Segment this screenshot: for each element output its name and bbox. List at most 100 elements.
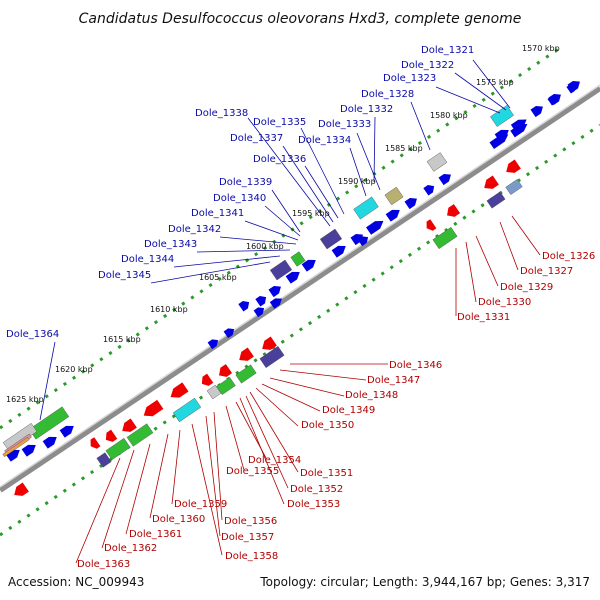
leader-line [410, 101, 431, 151]
gene-arrow [21, 444, 36, 457]
gene-arrow [269, 298, 282, 309]
gene-arrow [426, 219, 437, 231]
leader-line [499, 221, 519, 271]
gene-label[interactable]: Dole_1351 [300, 468, 353, 479]
gene-label[interactable]: Dole_1323 [383, 73, 436, 84]
gene-label[interactable]: Dole_1349 [322, 405, 375, 416]
gene-label[interactable]: Dole_1333 [318, 119, 371, 130]
genome-summary-text: Topology: circular; Length: 3,944,167 bp… [259, 575, 590, 589]
gene-label[interactable]: Dole_1353 [287, 499, 340, 510]
gene-label[interactable]: Dole_1337 [230, 133, 283, 144]
tick-label: 1595 kbp [292, 209, 330, 218]
leader-line [245, 395, 289, 489]
gene-arrow [447, 204, 461, 217]
cog-block [319, 228, 343, 250]
leader-line [269, 377, 345, 397]
gene-label[interactable]: Dole_1321 [421, 45, 474, 56]
gene-arrow [566, 84, 576, 94]
leader-line [247, 117, 331, 227]
gene-label[interactable]: Dole_1348 [345, 390, 398, 401]
leader-line [196, 249, 291, 253]
cog-block [353, 196, 379, 220]
leader-line [435, 86, 501, 114]
gene-label[interactable]: Dole_1364 [6, 329, 59, 340]
gene-label[interactable]: Dole_1338 [195, 108, 248, 119]
gene-label[interactable]: Dole_1344 [121, 254, 174, 265]
gene-label[interactable]: Dole_1328 [361, 89, 414, 100]
gene-arrow [262, 336, 277, 350]
gene-label[interactable]: Dole_1340 [213, 193, 266, 204]
cog-block [426, 152, 448, 172]
gene-arrow [489, 134, 509, 149]
gene-arrow [14, 482, 29, 496]
cog-block [486, 191, 506, 209]
cog-block [126, 423, 154, 447]
leader-line [249, 391, 299, 473]
leader-line [356, 132, 381, 191]
gene-label[interactable]: Dole_1354 [248, 455, 301, 466]
leader-line [279, 369, 367, 381]
tick-label: 1600 kbp [246, 242, 284, 251]
tick-label: 1625 kbp [6, 395, 44, 404]
gene-arrow [255, 296, 267, 307]
gene-label[interactable]: Dole_1360 [152, 514, 205, 525]
gene-label[interactable]: Dole_1345 [98, 270, 151, 281]
gene-label[interactable]: Dole_1363 [77, 559, 130, 570]
label-leader-lines [39, 59, 541, 564]
gene-label[interactable]: Dole_1361 [129, 529, 182, 540]
gene-arrow [59, 425, 74, 438]
gene-label[interactable]: Dole_1355 [226, 466, 279, 477]
gene-label[interactable]: Dole_1332 [340, 104, 393, 115]
gene-label[interactable]: Dole_1329 [500, 282, 553, 293]
gene-label[interactable]: Dole_1342 [168, 224, 221, 235]
gene-label[interactable]: Dole_1358 [225, 551, 278, 562]
gene-label[interactable]: Dole_1357 [221, 532, 274, 543]
leader-line [235, 401, 267, 459]
gene-label[interactable]: Dole_1352 [290, 484, 343, 495]
leader-line [39, 341, 56, 421]
gene-label[interactable]: Dole_1350 [301, 420, 354, 431]
gene-label[interactable]: Dole_1343 [144, 239, 197, 250]
gene-label[interactable]: Dole_1322 [401, 60, 454, 71]
gene-label[interactable]: Dole_1362 [104, 543, 157, 554]
gene-arrow [506, 159, 521, 173]
gene-label[interactable]: Dole_1359 [174, 499, 227, 510]
genome-backbone [0, 85, 600, 493]
gene-label[interactable]: Dole_1334 [298, 135, 351, 146]
gene-label[interactable]: Dole_1346 [389, 360, 442, 371]
gene-arrow [207, 339, 219, 350]
cog-block [96, 452, 112, 468]
tick-label: 1570 kbp [522, 44, 560, 53]
gene-track [2, 80, 580, 496]
gene-arrow [143, 399, 164, 417]
gene-arrow [366, 220, 384, 235]
gene-label[interactable]: Dole_1341 [191, 208, 244, 219]
gene-label[interactable]: Dole_1335 [253, 117, 306, 128]
cog-block [505, 179, 523, 195]
leader-line [373, 116, 376, 183]
cog-block [216, 377, 236, 395]
gene-label[interactable]: Dole_1356 [224, 516, 277, 527]
tick-label: 1590 kbp [338, 177, 376, 186]
leader-line [101, 449, 135, 549]
gene-label[interactable]: Dole_1331 [457, 312, 510, 323]
leader-line [264, 205, 301, 237]
gene-label[interactable]: Dole_1327 [520, 266, 573, 277]
gene-label[interactable]: Dole_1347 [367, 375, 420, 386]
gene-arrow [530, 105, 543, 118]
gene-arrow [331, 245, 346, 258]
gene-label[interactable]: Dole_1336 [253, 154, 306, 165]
reverse-gene-labels: Dole_1326 Dole_1327 Dole_1329 Dole_1330 … [77, 251, 595, 570]
leader-line [465, 241, 477, 303]
gene-arrow [404, 197, 417, 210]
gene-label[interactable]: Dole_1339 [219, 177, 272, 188]
cog-block [235, 364, 257, 384]
gene-label[interactable]: Dole_1330 [478, 297, 531, 308]
genome-backbone-highlight [0, 84, 600, 488]
gene-label[interactable]: Dole_1326 [542, 251, 595, 262]
gene-arrow [285, 271, 300, 284]
leader-line [173, 255, 281, 268]
gene-arrow [510, 123, 528, 138]
gene-arrow [547, 96, 557, 106]
forward-gene-labels: Dole_1321 Dole_1322 Dole_1323 Dole_1328 … [6, 45, 474, 340]
